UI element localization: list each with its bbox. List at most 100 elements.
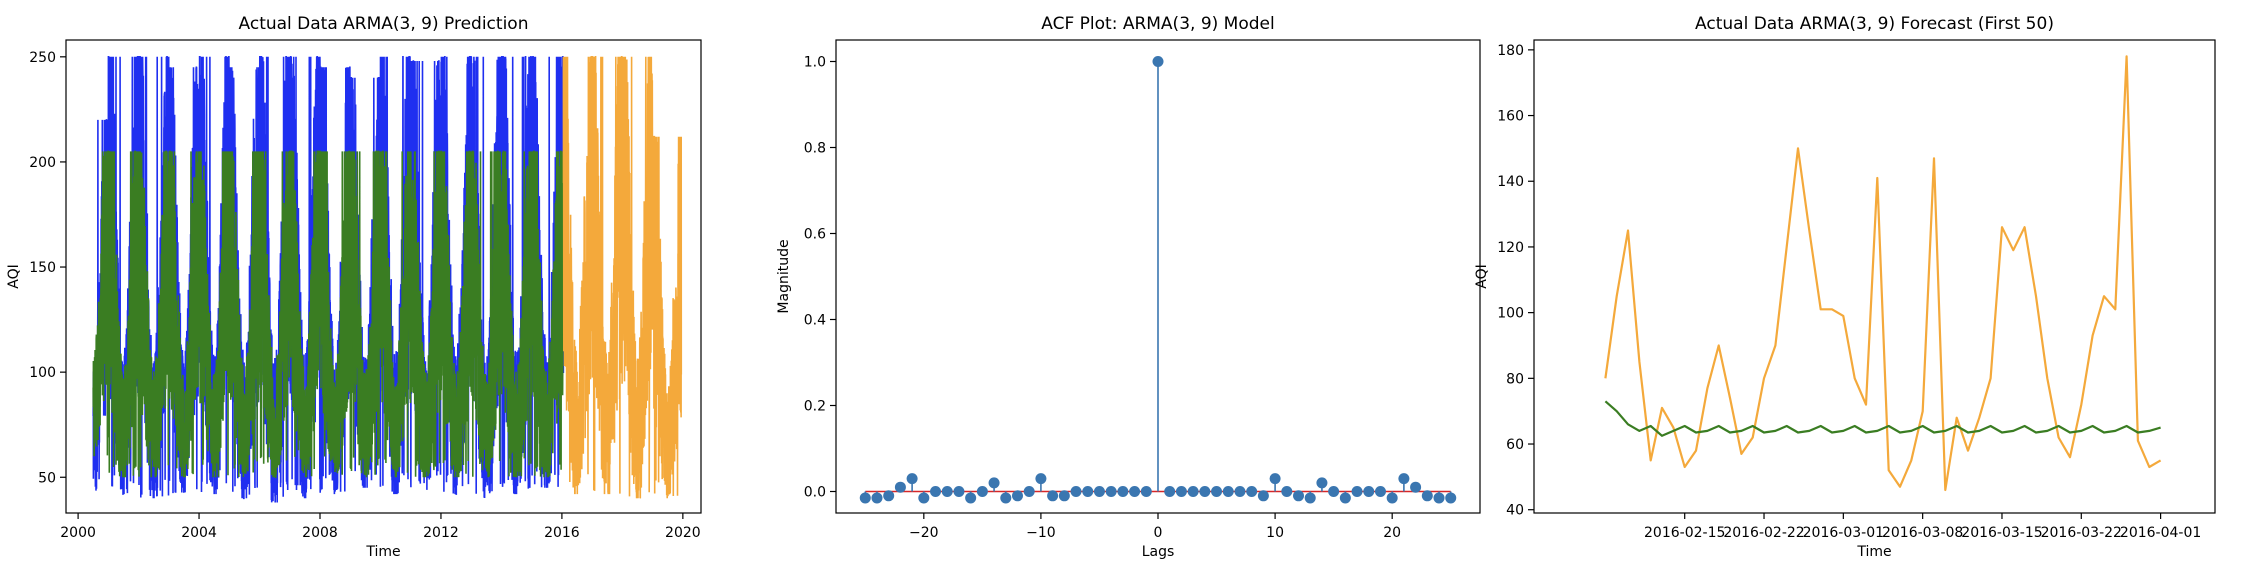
- x-tick-label: 2020: [665, 525, 701, 541]
- acf-point: [1023, 486, 1035, 497]
- y-tick-label: 160: [1497, 109, 1524, 125]
- chart-3: Actual Data ARMA(3, 9) Forecast (First 5…: [1474, 14, 2216, 560]
- series-line-3: [562, 56, 683, 499]
- plot-frame: [65, 39, 702, 514]
- acf-point: [953, 486, 965, 497]
- x-axis-label: Time: [365, 544, 400, 560]
- acf-point: [988, 477, 1000, 489]
- chart-title: Actual Data ARMA(3, 9) Forecast (First 5…: [1695, 14, 2054, 34]
- x-tick-label: 10: [1266, 525, 1284, 541]
- acf-point: [1199, 486, 1211, 497]
- acf-point: [1011, 490, 1023, 502]
- acf-point: [871, 492, 883, 504]
- y-tick-label: 200: [29, 155, 56, 171]
- acf-point: [1386, 492, 1398, 504]
- plot-frame: [835, 39, 1481, 514]
- x-tick-label: 2016: [544, 525, 580, 541]
- x-tick-label: −20: [909, 525, 939, 541]
- acf-point: [1047, 490, 1059, 502]
- acf-point: [976, 486, 988, 497]
- chart-1: Actual Data ARMA(3, 9) Prediction Time AQI…: [6, 14, 702, 560]
- acf-point: [1421, 490, 1433, 502]
- acf-point: [1140, 486, 1152, 497]
- acf-point: [1234, 486, 1246, 497]
- y-tick-label: 0.6: [804, 227, 826, 243]
- x-tick-label: 2016-03-15: [1961, 525, 2042, 541]
- acf-point: [1105, 486, 1117, 497]
- y-axis-label: Magnitude: [776, 239, 792, 313]
- acf-point: [883, 490, 895, 502]
- acf-point: [1246, 486, 1258, 497]
- acf-point: [1293, 490, 1305, 502]
- acf-point: [1082, 486, 1094, 497]
- acf-point: [906, 473, 918, 485]
- acf-point: [1398, 473, 1410, 485]
- chart-2: ACF Plot: ARMA(3, 9) Model Lags Magnitude 0…: [776, 14, 1481, 560]
- x-tick-label: 2016-03-08: [1882, 525, 1963, 541]
- acf-point: [1058, 490, 1070, 502]
- acf-point: [941, 486, 953, 497]
- acf-point: [1328, 486, 1340, 497]
- acf-point: [1374, 486, 1386, 497]
- x-axis-label: Time: [1856, 544, 1891, 560]
- acf-point: [1117, 486, 1129, 497]
- x-tick-label: 2012: [423, 525, 459, 541]
- y-tick-label: 180: [1497, 43, 1524, 59]
- forecast-line-1: [1604, 55, 2162, 492]
- y-tick-label: 0.8: [804, 141, 826, 157]
- y-tick-label: 0.4: [804, 313, 826, 329]
- chart-title: ACF Plot: ARMA(3, 9) Model: [1041, 14, 1274, 34]
- acf-point: [1164, 486, 1176, 497]
- x-tick-label: 2016-03-22: [2041, 525, 2122, 541]
- y-tick-label: 0.0: [804, 485, 826, 501]
- y-tick-label: 80: [1506, 371, 1524, 387]
- acf-point: [1304, 492, 1316, 504]
- x-axis-label: Lags: [1142, 544, 1175, 560]
- y-axis-label: AQI: [6, 264, 22, 288]
- y-tick-label: 0.2: [804, 399, 826, 415]
- chart-title: Actual Data ARMA(3, 9) Prediction: [239, 14, 529, 34]
- x-tick-label: 2008: [302, 525, 338, 541]
- series-group: [92, 56, 683, 503]
- y-tick-label: 40: [1506, 503, 1524, 519]
- x-tick-label: 2016-02-15: [1644, 525, 1725, 541]
- x-tick-label: 2016-04-01: [2120, 525, 2201, 541]
- acf-point: [1339, 492, 1351, 504]
- acf-point: [1445, 492, 1457, 504]
- y-tick-label: 100: [29, 365, 56, 381]
- acf-point: [859, 492, 871, 504]
- acf-point: [1175, 486, 1187, 497]
- y-tick-label: 120: [1497, 240, 1524, 256]
- acf-point: [1269, 473, 1281, 485]
- acf-point: [1222, 486, 1234, 497]
- acf-point: [1129, 486, 1141, 497]
- y-tick-label: 60: [1506, 437, 1524, 453]
- acf-point: [1000, 492, 1012, 504]
- acf-point: [1035, 473, 1047, 485]
- acf-point: [1152, 56, 1164, 67]
- plot-frame: [1533, 39, 2216, 514]
- acf-point: [965, 492, 977, 504]
- y-tick-label: 1.0: [804, 55, 826, 71]
- x-tick-label: 20: [1383, 525, 1401, 541]
- acf-point: [1351, 486, 1363, 497]
- forecast-line-2: [1604, 400, 2161, 437]
- y-tick-label: 140: [1497, 174, 1524, 190]
- acf-point: [930, 486, 942, 497]
- acf-point: [1316, 477, 1328, 489]
- y-tick-label: 150: [29, 260, 56, 276]
- y-axis-label: AQI: [1474, 264, 1490, 288]
- x-tick-label: 2016-02-22: [1723, 525, 1804, 541]
- acf-point: [1281, 486, 1293, 497]
- plot-area: [1534, 40, 2215, 513]
- acf-point: [1211, 486, 1223, 497]
- acf-point: [1410, 481, 1422, 493]
- y-tick-label: 100: [1497, 306, 1524, 322]
- acf-point: [1093, 486, 1105, 497]
- acf-point: [1433, 492, 1445, 504]
- acf-point: [1257, 490, 1269, 502]
- acf-point: [1187, 486, 1199, 497]
- x-tick-label: 2004: [181, 525, 217, 541]
- y-tick-label: 50: [38, 470, 56, 486]
